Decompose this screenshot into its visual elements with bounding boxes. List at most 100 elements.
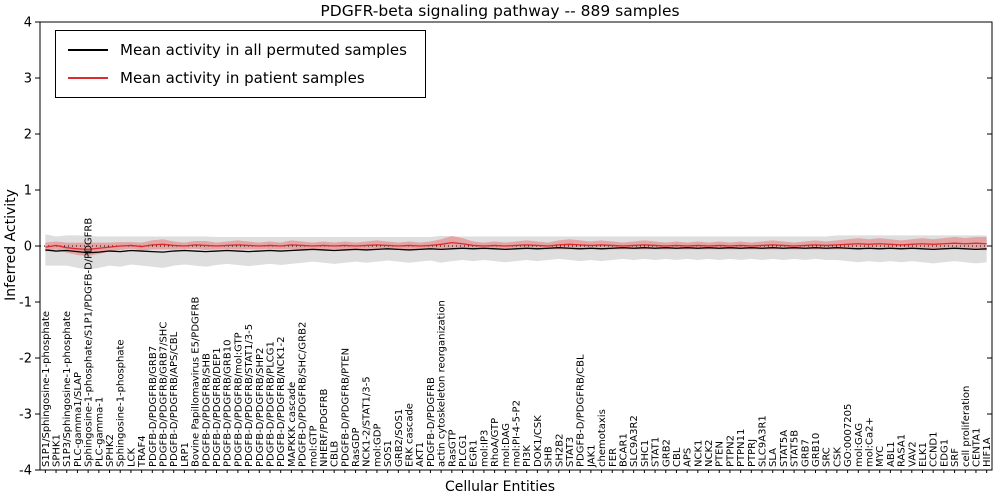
svg-text:NCK1-2/STAT1/3-5: NCK1-2/STAT1/3-5 <box>362 376 373 467</box>
svg-text:STAT5A: STAT5A <box>779 430 790 467</box>
svg-text:LRP1: LRP1 <box>180 442 191 467</box>
svg-text:2: 2 <box>24 128 32 143</box>
svg-text:PDGFB-D/PDGFRB/mol:GTP: PDGFB-D/PDGFRB/mol:GTP <box>233 332 244 467</box>
svg-text:PLC-gamma1/SLAP: PLC-gamma1/SLAP <box>73 372 84 467</box>
svg-text:SPHK1: SPHK1 <box>52 434 63 467</box>
x-axis-label: Cellular Entities <box>444 479 556 495</box>
svg-text:DOK1/CSK: DOK1/CSK <box>533 415 544 467</box>
svg-text:SH2B2: SH2B2 <box>554 434 565 467</box>
svg-text:-1: -1 <box>19 296 32 311</box>
legend-entry-patient: Mean activity in patient samples <box>68 69 407 87</box>
svg-text:Sphingosine-1-phosphate/S1P1/P: Sphingosine-1-phosphate/S1P1/PDGFB-D/PDG… <box>84 218 95 467</box>
svg-text:PDGFB-D/PDGFRB/SHP2: PDGFB-D/PDGFRB/SHP2 <box>255 348 266 467</box>
svg-text:GRB10: GRB10 <box>811 433 822 467</box>
svg-text:TRAF4: TRAF4 <box>137 435 148 468</box>
svg-text:AKT1: AKT1 <box>415 442 426 467</box>
y-axis-label: Inferred Activity <box>3 189 19 301</box>
svg-text:RasGDP: RasGDP <box>351 427 362 467</box>
svg-text:SRC: SRC <box>822 447 833 467</box>
svg-text:S1P3/Sphingosine-1-phosphate: S1P3/Sphingosine-1-phosphate <box>62 311 73 467</box>
svg-text:PDGFB-D/PDGFRB/STAT1/3-5: PDGFB-D/PDGFRB/STAT1/3-5 <box>244 324 255 467</box>
svg-text:PLCG1: PLCG1 <box>458 434 469 467</box>
svg-text:-3: -3 <box>19 408 32 423</box>
svg-text:PDGFB-D/PDGFRB/PTEN: PDGFB-D/PDGFRB/PTEN <box>340 348 351 467</box>
svg-text:BCAR1: BCAR1 <box>618 433 629 467</box>
svg-text:SHB: SHB <box>544 446 555 467</box>
svg-text:CBLB: CBLB <box>330 441 341 467</box>
svg-text:GRB2/SOS1: GRB2/SOS1 <box>394 409 405 467</box>
svg-text:PDGFB-D/PDGFRB/SHB: PDGFB-D/PDGFRB/SHB <box>201 353 212 467</box>
svg-text:SHC1: SHC1 <box>640 440 651 467</box>
svg-text:chemotaxis: chemotaxis <box>597 409 608 467</box>
svg-text:SLA: SLA <box>768 448 779 467</box>
svg-text:CCND1: CCND1 <box>929 431 940 467</box>
svg-text:NHERF/PDGFRB: NHERF/PDGFRB <box>319 388 330 467</box>
svg-text:PDGFB-D/PDGFRB/PLCG1: PDGFB-D/PDGFRB/PLCG1 <box>265 341 276 467</box>
svg-text:MYC: MYC <box>875 446 886 467</box>
svg-text:VAV2: VAV2 <box>907 441 918 467</box>
svg-text:3: 3 <box>24 72 32 87</box>
svg-text:PTPRJ: PTPRJ <box>747 439 758 467</box>
svg-text:JAK1: JAK1 <box>586 444 597 468</box>
svg-text:PTPN2: PTPN2 <box>725 435 736 467</box>
legend: Mean activity in all permuted samples Me… <box>55 30 426 98</box>
svg-text:CBL: CBL <box>672 447 683 467</box>
svg-text:STAT5B: STAT5B <box>790 430 801 467</box>
svg-text:LCK: LCK <box>126 447 137 467</box>
svg-text:SLC9A3R2: SLC9A3R2 <box>629 415 640 467</box>
svg-text:mol:Ca2+: mol:Ca2+ <box>864 417 875 467</box>
svg-text:S1P1/Sphingosine-1-phosphate: S1P1/Sphingosine-1-phosphate <box>41 311 52 467</box>
svg-text:SRF: SRF <box>950 448 961 467</box>
svg-text:RhoA/GTP: RhoA/GTP <box>490 418 501 467</box>
svg-text:FER: FER <box>608 448 619 467</box>
legend-line-red-icon <box>68 77 108 79</box>
svg-text:-4: -4 <box>19 464 32 479</box>
svg-text:PDGFB-D/PDGFRB: PDGFB-D/PDGFRB <box>426 377 437 467</box>
svg-text:GRB7: GRB7 <box>800 439 811 467</box>
svg-text:1: 1 <box>24 184 32 199</box>
svg-text:SPHK2: SPHK2 <box>105 434 116 467</box>
svg-text:STAT3: STAT3 <box>565 437 576 467</box>
svg-text:Bovine Papillomavirus E5/PDGFR: Bovine Papillomavirus E5/PDGFRB <box>191 297 202 467</box>
svg-text:4: 4 <box>24 16 32 31</box>
svg-text:mol:GAG: mol:GAG <box>854 423 865 467</box>
svg-text:PDGFB-D/PDGFRB/NCK1-2: PDGFB-D/PDGFRB/NCK1-2 <box>276 336 287 467</box>
svg-text:RASA1: RASA1 <box>897 434 908 467</box>
chart-title: PDGFR-beta signaling pathway -- 889 samp… <box>320 2 680 20</box>
svg-text:PDGFB-D/PDGFRB/GRB7/SHC: PDGFB-D/PDGFRB/GRB7/SHC <box>159 322 170 467</box>
svg-text:mol:IP3: mol:IP3 <box>479 430 490 467</box>
svg-text:SOS1: SOS1 <box>383 440 394 467</box>
svg-text:actin cytoskeleton reorganizat: actin cytoskeleton reorganization <box>437 300 448 467</box>
svg-text:PDGFB-D/PDGFRB/APS/CBL: PDGFB-D/PDGFRB/APS/CBL <box>169 331 180 467</box>
svg-text:HIF1A: HIF1A <box>982 437 993 467</box>
svg-text:CSK: CSK <box>832 447 843 467</box>
svg-text:CENTA1: CENTA1 <box>971 428 982 467</box>
svg-text:PDGFB-D/PDGFRB/GRB7: PDGFB-D/PDGFRB/GRB7 <box>148 346 159 467</box>
svg-text:EDG1: EDG1 <box>939 439 950 467</box>
svg-text:RasGTP: RasGTP <box>447 429 458 467</box>
svg-text:PDGFB-D/PDGFRB/DEP1: PDGFB-D/PDGFRB/DEP1 <box>212 347 223 467</box>
svg-text:PDGFB-D/PDGFRB/SHC/GRB2: PDGFB-D/PDGFRB/SHC/GRB2 <box>298 322 309 467</box>
svg-text:-2: -2 <box>19 352 32 367</box>
svg-text:PTEN: PTEN <box>715 441 726 467</box>
svg-text:EGR1: EGR1 <box>469 440 480 467</box>
svg-text:mol:DAG: mol:DAG <box>501 423 512 467</box>
svg-text:mol:PI-4-5-P2: mol:PI-4-5-P2 <box>512 400 523 467</box>
svg-text:PLC-gamma-1: PLC-gamma-1 <box>94 397 105 467</box>
svg-text:PDGFB-D/PDGFRB/CBL: PDGFB-D/PDGFRB/CBL <box>576 354 587 467</box>
svg-text:PDGFB-D/PDGFRB/GRB10: PDGFB-D/PDGFRB/GRB10 <box>223 340 234 467</box>
legend-label-patient: Mean activity in patient samples <box>120 69 365 87</box>
svg-text:PI3K: PI3K <box>522 445 533 467</box>
svg-text:0: 0 <box>24 240 32 255</box>
svg-text:STAT1: STAT1 <box>651 437 662 467</box>
svg-text:NCK2: NCK2 <box>704 440 715 467</box>
svg-text:cell proliferation: cell proliferation <box>961 386 972 467</box>
svg-text:MAPKKK cascade: MAPKKK cascade <box>287 382 298 467</box>
svg-text:ABL1: ABL1 <box>886 441 897 467</box>
svg-text:GRB2: GRB2 <box>661 439 672 467</box>
svg-text:NCK1: NCK1 <box>693 440 704 467</box>
legend-entry-permuted: Mean activity in all permuted samples <box>68 41 407 59</box>
svg-text:GO:0007205: GO:0007205 <box>843 404 854 467</box>
